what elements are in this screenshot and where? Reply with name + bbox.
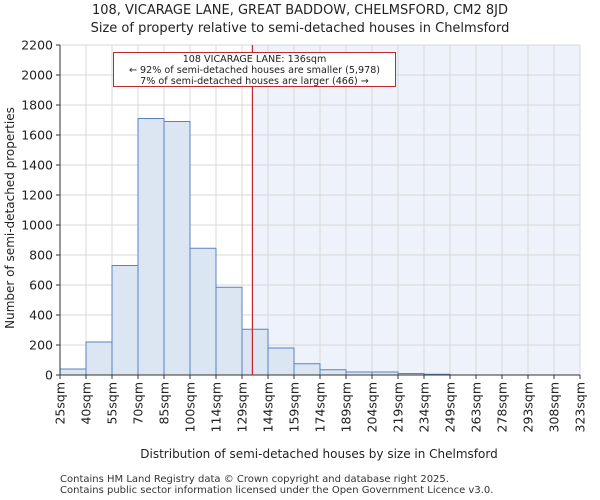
x-axis-label: Distribution of semi-detached houses by … <box>140 447 497 461</box>
x-tick-label: 323sqm <box>573 382 588 432</box>
y-tick-label: 1400 <box>21 158 53 173</box>
x-tick-label: 234sqm <box>417 382 432 432</box>
x-tick-label: 129sqm <box>235 382 250 432</box>
y-tick-label: 0 <box>45 368 53 383</box>
histogram-bar <box>137 118 165 376</box>
chart-title: 108, VICARAGE LANE, GREAT BADDOW, CHELMS… <box>91 3 509 18</box>
histogram-bar <box>111 265 139 376</box>
histogram-bar <box>241 328 269 376</box>
histogram-bar <box>189 247 217 376</box>
x-tick-label: 114sqm <box>209 382 224 432</box>
x-tick-label: 70sqm <box>131 382 146 425</box>
histogram-bar <box>319 369 347 376</box>
x-tick-label: 100sqm <box>183 382 198 432</box>
larger-region-shade <box>252 45 580 375</box>
x-tick-label: 55sqm <box>105 382 120 425</box>
y-tick-label: 2200 <box>21 38 53 53</box>
y-tick-label: 1600 <box>21 128 53 143</box>
x-tick-label: 189sqm <box>339 382 354 432</box>
x-tick-label: 174sqm <box>313 382 328 432</box>
y-tick-label: 1200 <box>21 188 53 203</box>
x-tick-label: 40sqm <box>79 382 94 425</box>
x-tick-label: 308sqm <box>547 382 562 432</box>
y-tick-label: 2000 <box>21 68 53 83</box>
x-tick-label: 293sqm <box>521 382 536 432</box>
footer-licence: Contains public sector information licen… <box>60 485 494 496</box>
x-tick-label: 25sqm <box>53 382 68 425</box>
histogram-bar <box>163 121 191 376</box>
histogram-bar <box>293 363 321 376</box>
footer-copyright: Contains HM Land Registry data © Crown c… <box>60 474 449 485</box>
histogram-bar <box>85 341 113 376</box>
y-tick-label: 800 <box>29 248 53 263</box>
y-tick-label: 1800 <box>21 98 53 113</box>
x-tick-label: 278sqm <box>495 382 510 432</box>
chart-subtitle: Size of property relative to semi-detach… <box>90 21 510 36</box>
x-tick-label: 144sqm <box>261 382 276 432</box>
x-tick-label: 159sqm <box>287 382 302 432</box>
y-tick-label: 400 <box>29 308 53 323</box>
x-tick-label: 249sqm <box>443 382 458 432</box>
annotation-line-1: 108 VICARAGE LANE: 136sqm <box>182 54 327 65</box>
marker-annotation: 108 VICARAGE LANE: 136sqm ← 92% of semi-… <box>113 52 396 87</box>
x-tick-label: 204sqm <box>365 382 380 432</box>
annotation-line-2: ← 92% of semi-detached houses are smalle… <box>128 65 381 76</box>
histogram-bar <box>267 347 295 376</box>
histogram-bar <box>215 286 243 376</box>
histogram-bar <box>59 368 87 376</box>
annotation-line-3: 7% of semi-detached houses are larger (4… <box>140 76 369 87</box>
y-tick-label: 600 <box>29 278 53 293</box>
x-tick-label: 85sqm <box>157 382 172 425</box>
y-tick-label: 200 <box>29 338 53 353</box>
y-tick-label: 1000 <box>21 218 53 233</box>
x-tick-label: 263sqm <box>469 382 484 432</box>
y-axis-label: Number of semi-detached properties <box>3 107 17 329</box>
x-tick-label: 219sqm <box>391 382 406 432</box>
